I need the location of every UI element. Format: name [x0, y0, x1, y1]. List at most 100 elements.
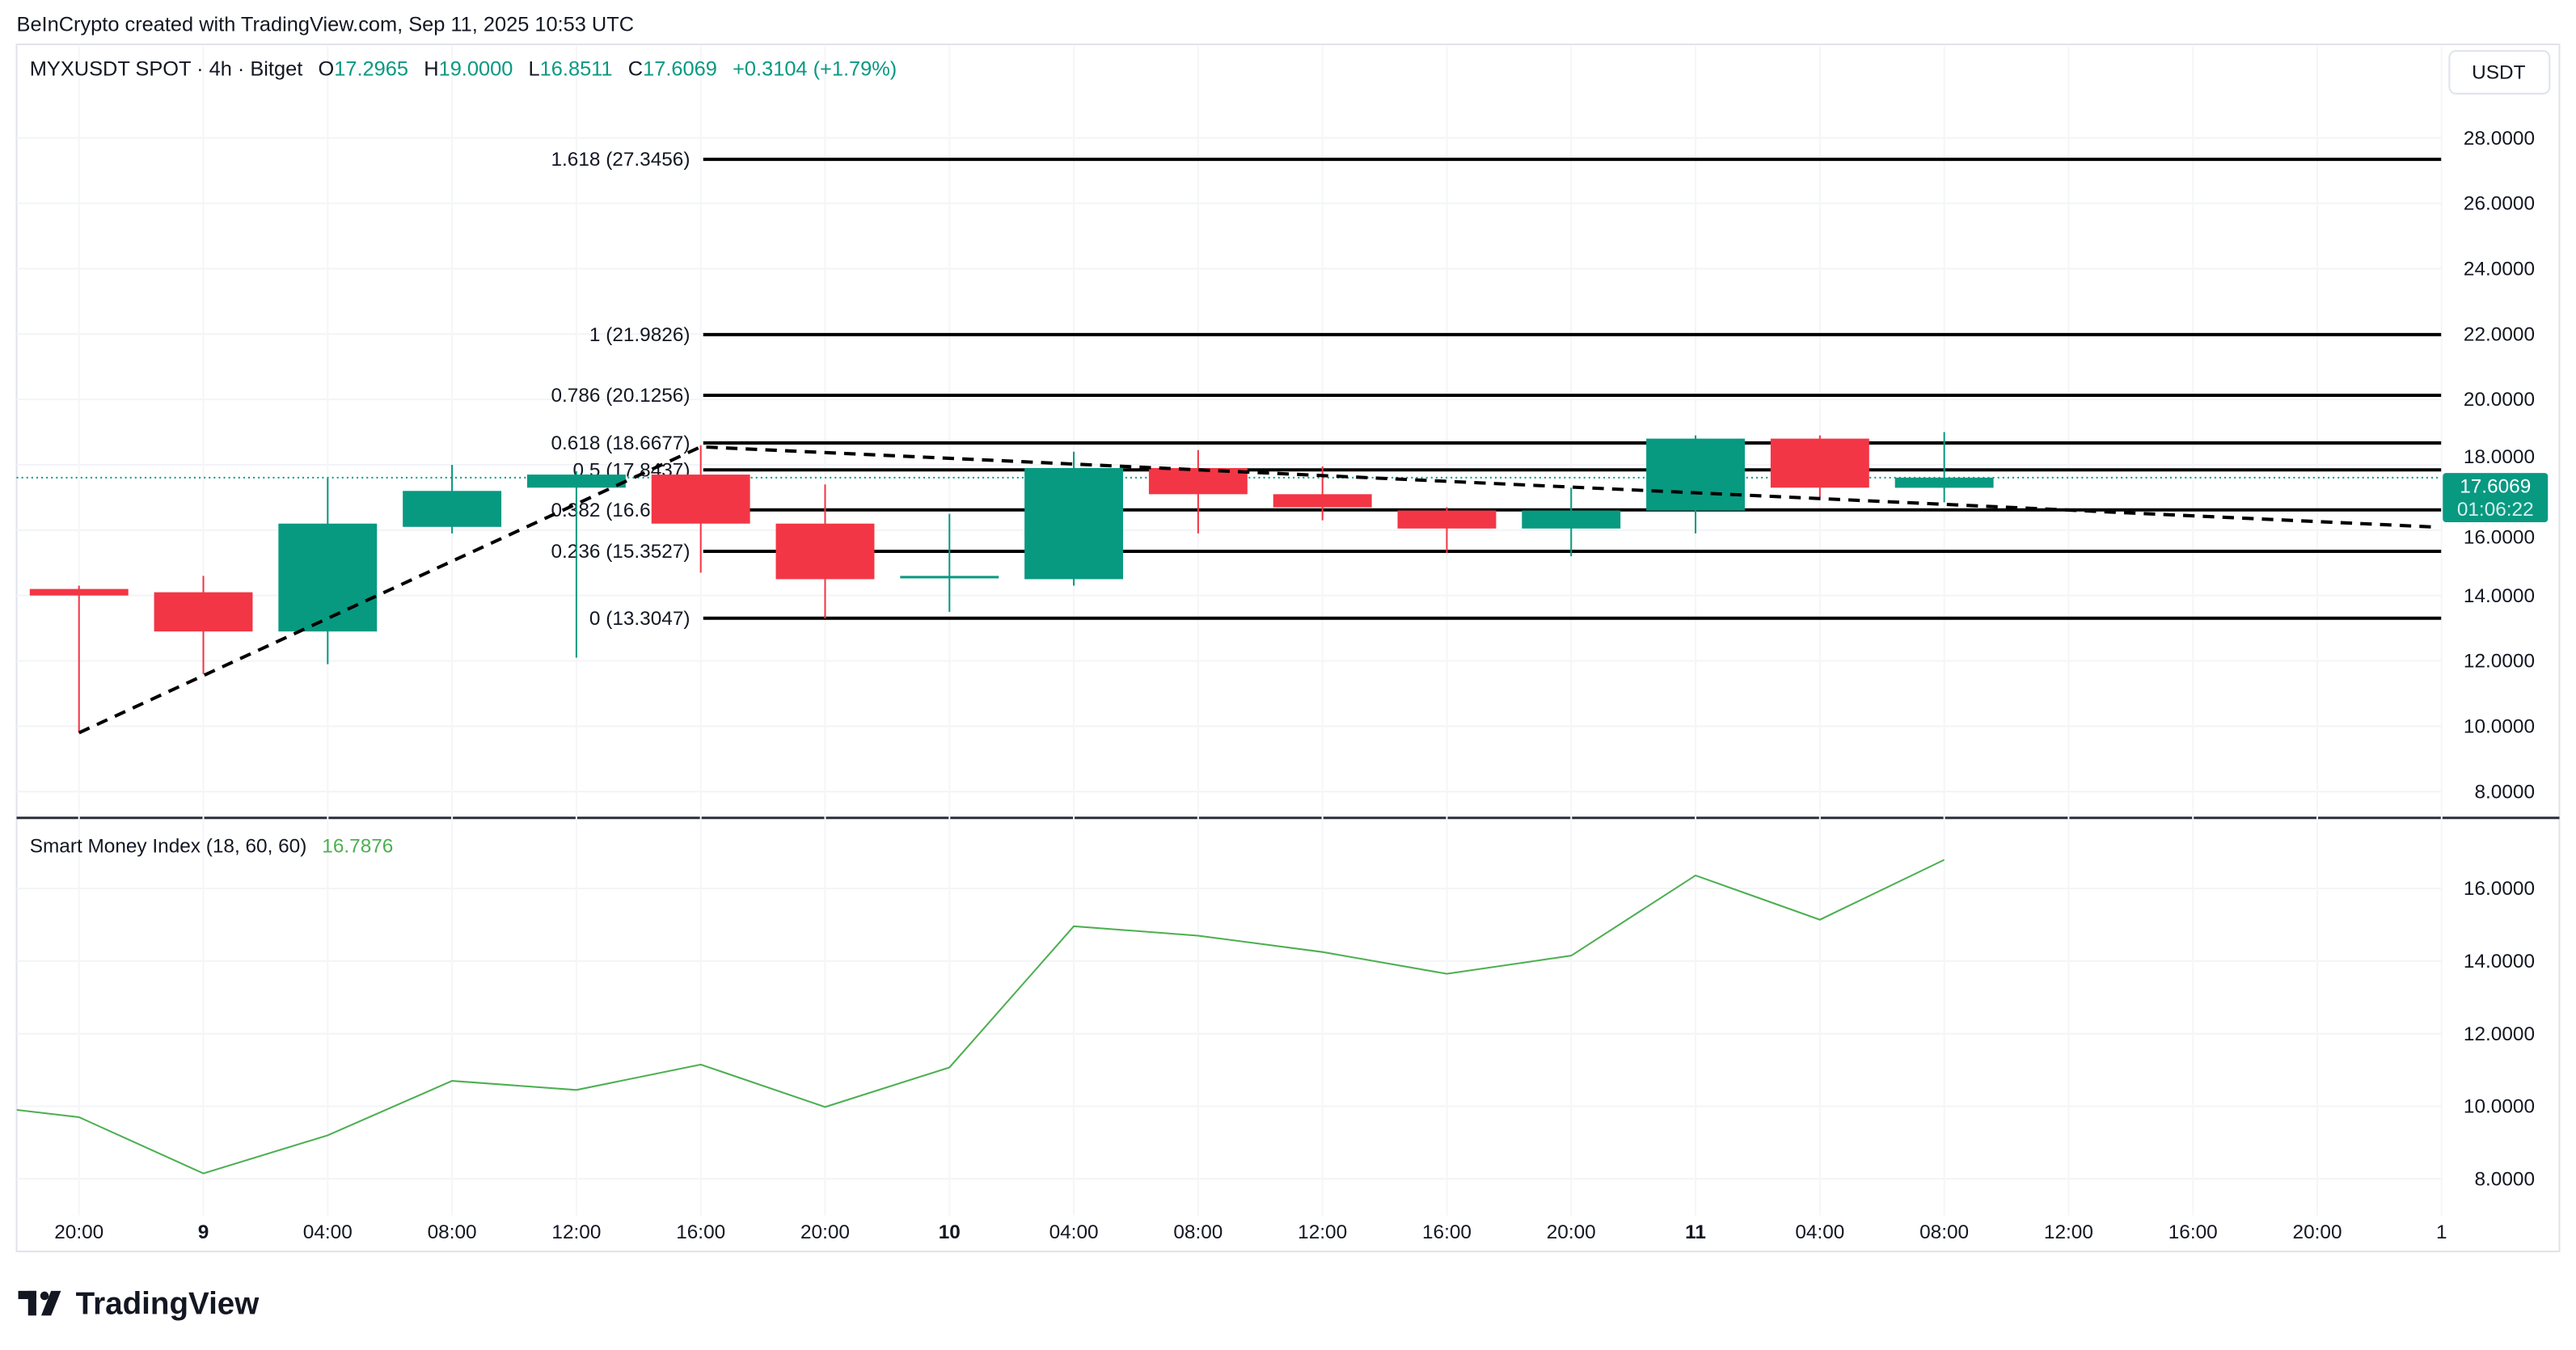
price-tick-label: 10.0000 — [2464, 716, 2535, 738]
candle-body — [278, 523, 378, 632]
tradingview-logo[interactable]: TradingView — [18, 1286, 260, 1321]
fib-level-label: 0.618 (18.6677) — [551, 432, 690, 454]
candle-bullish — [1024, 451, 1124, 586]
price-tick-label: 18.0000 — [2464, 446, 2535, 468]
time-tick-label: 10 — [939, 1221, 961, 1243]
candle-body — [1273, 494, 1372, 508]
fib-level-label: 0.786 (20.1256) — [551, 385, 690, 407]
fib-level-label: 0.236 (15.3527) — [551, 541, 690, 563]
candle-body — [775, 523, 875, 580]
candle-bearish — [651, 445, 750, 573]
legend-low: 16.8511 — [540, 57, 613, 80]
time-tick-label: 20:00 — [2293, 1221, 2342, 1243]
time-tick-label: 08:00 — [428, 1221, 477, 1243]
candle-body — [1148, 467, 1248, 495]
time-tick-label: 08:00 — [1173, 1221, 1223, 1243]
price-tick-label: 26.0000 — [2464, 193, 2535, 215]
time-tick-label: 20:00 — [800, 1221, 850, 1243]
time-tick-label: 16:00 — [676, 1221, 725, 1243]
time-tick-label: 12:00 — [2044, 1221, 2093, 1243]
smi-tick-label: 10.0000 — [2464, 1096, 2535, 1118]
price-tick-label: 20.0000 — [2464, 389, 2535, 411]
indicator-name: Smart Money Index (18, 60, 60) — [30, 835, 307, 857]
time-tick-label: 20:00 — [54, 1221, 103, 1243]
trendline-dashed[interactable] — [78, 445, 2432, 735]
legend-high: 19.0000 — [439, 57, 513, 80]
candle-bullish — [1894, 432, 1994, 503]
legend-change: +0.3104 (+1.79%) — [733, 57, 897, 80]
smi-line — [16, 859, 1945, 1175]
indicator-value: 16.7876 — [322, 835, 393, 857]
price-tag: 17.6069 01:06:22 — [2443, 473, 2549, 523]
legend: MYXUSDT SPOT · 4h · Bitget O17.2965 H19.… — [30, 57, 897, 80]
candle-body — [154, 592, 253, 632]
candle-bullish — [900, 513, 999, 612]
legend-close: 17.6069 — [643, 57, 717, 80]
price-tick-label: 12.0000 — [2464, 651, 2535, 673]
fib-level-label: 1.618 (27.3456) — [551, 149, 690, 171]
candle-body — [1894, 477, 1994, 488]
fib-level-label: 0 (13.3047) — [589, 608, 690, 630]
price-tick-label: 16.0000 — [2464, 526, 2535, 548]
time-tick-label: 20:00 — [1547, 1221, 1596, 1243]
price-tag-value: 17.6069 — [2460, 475, 2531, 497]
smi-tick-label: 12.0000 — [2464, 1023, 2535, 1045]
credit-text: BeInCrypto created with TradingView.com,… — [17, 14, 635, 36]
candle-body — [403, 491, 502, 527]
chart-frame — [15, 43, 2561, 1253]
price-tick-label: 22.0000 — [2464, 323, 2535, 345]
currency-label: USDT — [2472, 62, 2525, 84]
legend-symbol: MYXUSDT SPOT · 4h · Bitget — [30, 57, 302, 80]
time-tick-label: 9 — [198, 1221, 209, 1243]
candle-bearish — [29, 585, 129, 733]
time-tick-label: 12:00 — [1298, 1221, 1347, 1243]
time-tick-label: 08:00 — [1919, 1221, 1969, 1243]
candle-body — [1770, 438, 1869, 488]
candle-body — [1522, 510, 1621, 529]
candle-body — [1024, 467, 1124, 580]
time-tick-label: 04:00 — [303, 1221, 353, 1243]
time-tick-label: 04:00 — [1795, 1221, 1844, 1243]
price-tag-countdown: 01:06:22 — [2457, 499, 2534, 521]
price-tick-label: 14.0000 — [2464, 585, 2535, 607]
candle-body — [900, 576, 999, 579]
price-tick-label: 24.0000 — [2464, 259, 2535, 281]
time-tick-label: 1 — [2436, 1221, 2447, 1243]
candle-bullish — [278, 478, 378, 664]
candle-body — [1646, 438, 1745, 511]
candle-bearish — [1770, 435, 1869, 498]
indicator-legend: Smart Money Index (18, 60, 60) 16.7876 — [30, 835, 394, 857]
candle-body — [1397, 510, 1497, 529]
smi-tick-label: 8.0000 — [2474, 1168, 2535, 1190]
tradingview-logo-icon — [18, 1290, 61, 1316]
candle-bearish — [1397, 507, 1497, 554]
candle-body — [526, 475, 626, 488]
smi-tick-label: 14.0000 — [2464, 951, 2535, 972]
candle-bearish — [775, 484, 875, 618]
candle-bullish — [526, 471, 626, 658]
candle-body — [29, 589, 129, 596]
smi-tick-label: 16.0000 — [2464, 878, 2535, 900]
legend-open: 17.2965 — [334, 57, 408, 80]
candle-bearish — [154, 576, 253, 674]
candle-bullish — [1646, 435, 1745, 534]
currency-button[interactable]: USDT — [2448, 49, 2551, 95]
time-tick-label: 16:00 — [2168, 1221, 2218, 1243]
smi-axis[interactable]: 16.0000 14.0000 12.0000 10.0000 8.0000 — [2464, 878, 2535, 1190]
candles — [29, 432, 1994, 733]
price-tick-label: 8.0000 — [2474, 781, 2535, 803]
time-axis[interactable]: 20:00 9 04:00 08:00 12:00 16:00 20:00 10 04:00 08… — [54, 1221, 2447, 1243]
time-tick-label: 11 — [1685, 1221, 1706, 1243]
price-tick-label: 28.0000 — [2464, 128, 2535, 150]
tradingview-logo-text: TradingView — [76, 1286, 260, 1321]
candle-bullish — [403, 464, 502, 534]
candle-body — [651, 475, 750, 524]
time-tick-label: 04:00 — [1049, 1221, 1099, 1243]
time-tick-label: 12:00 — [551, 1221, 601, 1243]
candle-bullish — [1522, 487, 1621, 557]
candle-bearish — [1148, 449, 1248, 534]
price-axis[interactable]: 28.0000 26.0000 24.0000 22.0000 20.0000 18.00… — [2464, 128, 2535, 804]
time-tick-label: 16:00 — [1422, 1221, 1472, 1243]
fib-level-label: 1 (21.9826) — [589, 324, 690, 346]
